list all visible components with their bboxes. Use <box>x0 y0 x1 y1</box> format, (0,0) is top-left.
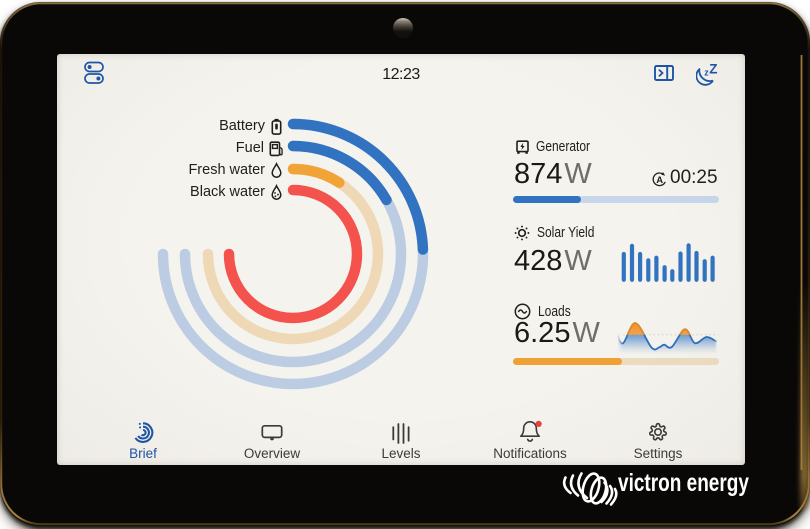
svg-text:A: A <box>656 175 663 186</box>
svg-text:Z: Z <box>709 63 717 77</box>
svg-text:z: z <box>704 67 709 77</box>
